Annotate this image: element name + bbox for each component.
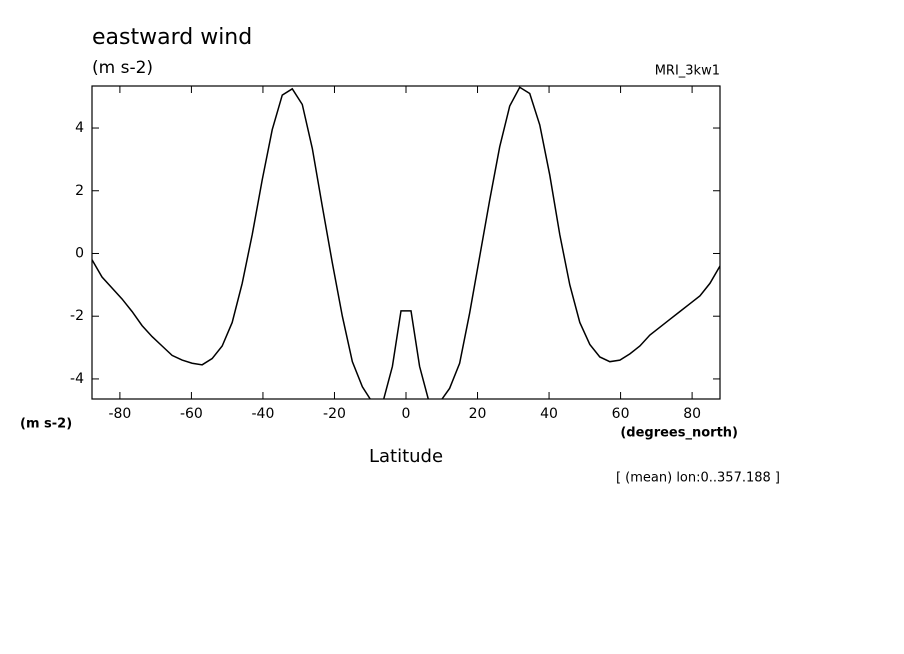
x-tick-label: 20 [469, 406, 487, 422]
y-axis-label: (m s-2) [20, 417, 72, 432]
x-tick-label: 40 [540, 406, 558, 422]
y-tick-label: -2 [70, 308, 84, 324]
x-units: (degrees_north) [620, 426, 738, 441]
data-line [92, 86, 720, 399]
x-tick-label: 0 [402, 406, 411, 422]
x-tick-label: 60 [612, 406, 630, 422]
units: (m s-2) [92, 58, 153, 78]
x-tick-label: 80 [683, 406, 701, 422]
chart-title: eastward wind [92, 25, 252, 50]
x-axis-label: Latitude [369, 446, 443, 467]
x-tick-label: -20 [323, 406, 346, 422]
x-tick-label: -80 [108, 406, 131, 422]
y-tick-label: 2 [75, 183, 84, 199]
model-label: MRI_3kw1 [655, 64, 720, 79]
y-tick-label: 0 [75, 245, 84, 261]
x-tick-label: -60 [180, 406, 203, 422]
plot-frame [91, 85, 721, 400]
note: [ (mean) lon:0..357.188 ] [616, 471, 780, 486]
y-tick-label: -4 [70, 371, 84, 387]
x-tick-label: -40 [252, 406, 275, 422]
y-tick-label: 4 [75, 120, 84, 136]
